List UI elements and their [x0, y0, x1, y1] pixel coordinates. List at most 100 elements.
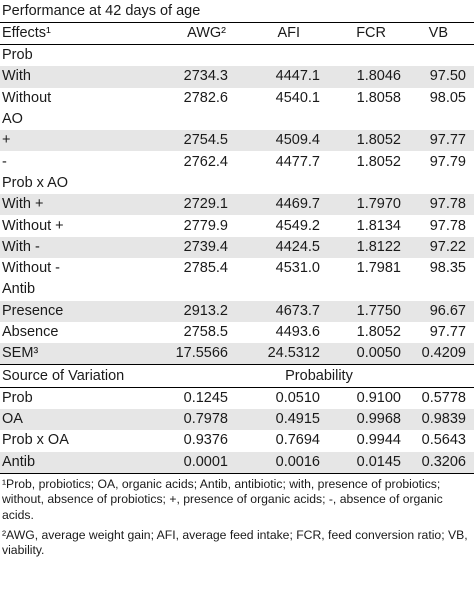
cell-value: [108, 279, 232, 300]
cell-value: 0.4209: [406, 343, 474, 366]
cell-value: [232, 279, 322, 300]
cell-value: 1.8134: [356, 217, 401, 234]
cell-value: 4424.5: [232, 236, 322, 258]
cell-value: 2785.4: [183, 260, 228, 277]
cell-value: 4509.4: [232, 130, 322, 152]
footnote-1: ¹Prob, probiotics; OA, organic acids; An…: [2, 476, 443, 522]
header-effects: Effects¹: [2, 25, 51, 41]
row-label: Without: [2, 89, 52, 106]
cell-value: [322, 109, 406, 130]
table-row: Antib: [0, 279, 474, 300]
cell-value: 2758.5: [183, 324, 228, 340]
cell-value: 1.8052: [356, 324, 401, 340]
cell-value: 2762.4: [183, 153, 228, 170]
cell-value: 2779.9: [183, 217, 228, 234]
cell-value: 97.78: [406, 194, 474, 216]
cell-value: 0.1245: [183, 389, 228, 406]
table-row: Presence 2913.2 4673.7 1.7750 96.67: [0, 300, 474, 322]
cell-value: 1.7981: [356, 260, 401, 277]
cell-value: 2739.4: [108, 236, 232, 258]
header-awg: AWG²: [187, 25, 226, 41]
cell-value: [108, 45, 232, 67]
cell-value: 2729.1: [108, 194, 232, 216]
cell-value: [322, 279, 406, 300]
cell-value: 97.77: [406, 130, 474, 152]
cell-value: 1.8052: [356, 153, 401, 170]
cell-value: 0.7978: [108, 409, 232, 431]
cell-value: 2782.6: [183, 89, 228, 106]
cell-value: 4477.7: [275, 153, 320, 170]
cell-value: 4447.1: [232, 66, 322, 88]
cell-value: [322, 45, 406, 67]
cell-value: 0.7694: [275, 432, 320, 449]
source-header-spacer: [406, 364, 474, 388]
cell-value: [406, 109, 474, 130]
cell-value: 97.78: [429, 217, 466, 234]
cell-value: [406, 279, 474, 300]
cell-value: 1.7970: [322, 194, 406, 216]
cell-value: 0.0016: [232, 451, 322, 474]
row-label: With -: [0, 236, 108, 258]
table-row: Prob x OA 0.9376 0.7694 0.9944 0.5643: [0, 430, 474, 451]
cell-value: [406, 173, 474, 194]
cell-value: [232, 45, 322, 67]
probability-label: Probability: [232, 364, 406, 388]
main-body: Prob With 2734.3 4447.1 1.8046 97.50 Without 27…: [0, 45, 474, 366]
source-of-variation-label: Source of Variation: [0, 364, 232, 388]
cell-value: 4493.6: [275, 324, 320, 340]
cell-value: [108, 173, 232, 194]
table-row: - 2762.4 4477.7 1.8052 97.79: [0, 151, 474, 172]
row-label: Prob x AO: [2, 174, 69, 191]
cell-value: 0.3206: [406, 451, 474, 474]
cell-value: 0.9944: [356, 432, 401, 449]
source-header-row: Source of Variation Probability: [0, 364, 474, 388]
table-row: +2754.5 4509.4 1.8052 97.77: [0, 130, 474, 152]
row-label: Without -: [2, 260, 61, 277]
row-label: Absence: [2, 324, 59, 340]
cell-value: 4531.0: [275, 260, 320, 277]
cell-value: 97.50: [406, 66, 474, 88]
row-label: Prob x OA: [2, 432, 69, 449]
row-label: With +: [0, 194, 108, 216]
probability-body: Prob 0.1245 0.0510 0.9100 0.5778 OA 0.7978 0.49…: [0, 387, 474, 474]
cell-value: 4469.7: [232, 194, 322, 216]
cell-value: 1.8122: [322, 236, 406, 258]
row-label: Prob: [2, 389, 33, 406]
cell-value: [108, 109, 232, 130]
header-fcr: FCR: [356, 25, 386, 41]
cell-value: 4673.7: [232, 300, 322, 322]
table-row: Absence 2758.5 4493.6 1.8052 97.77: [0, 322, 474, 343]
header-afi: AFI: [277, 25, 300, 41]
table-row: With 2734.3 4447.1 1.8046 97.50: [0, 66, 474, 88]
cell-value: 96.67: [406, 300, 474, 322]
cell-value: 0.5778: [421, 389, 466, 406]
cell-value: 0.9376: [183, 432, 228, 449]
row-label: +: [0, 130, 108, 152]
table-row: Without 2782.6 4540.1 1.8058 98.05: [0, 88, 474, 109]
cell-value: 2913.2: [108, 300, 232, 322]
cell-value: 98.05: [429, 89, 466, 106]
table-row: AO: [0, 109, 474, 130]
cell-value: 0.9100: [356, 389, 401, 406]
cell-value: 98.35: [429, 260, 466, 277]
cell-value: 2734.3: [108, 66, 232, 88]
cell-value: 1.8046: [322, 66, 406, 88]
cell-value: 4549.2: [275, 217, 320, 234]
table-row: With +2729.1 4469.7 1.7970 97.78: [0, 194, 474, 216]
table-row: With -2739.4 4424.5 1.8122 97.22: [0, 236, 474, 258]
table-row: Prob x AO: [0, 173, 474, 194]
table-row: Without - 2785.4 4531.0 1.7981 98.35: [0, 258, 474, 279]
row-label: Antib: [2, 281, 36, 298]
table-row: SEM³ 17.5566 24.5312 0.0050 0.4209: [0, 343, 474, 366]
row-label: With: [0, 66, 108, 88]
header-vb: VB: [428, 25, 448, 41]
cell-value: 2754.5: [108, 130, 232, 152]
row-label: OA: [0, 409, 108, 431]
cell-value: 0.5643: [421, 432, 466, 449]
row-label: -: [2, 153, 7, 170]
cell-value: 97.79: [429, 153, 466, 170]
cell-value: 0.9839: [406, 409, 474, 431]
row-label: Prob: [2, 47, 33, 64]
cell-value: 0.0145: [322, 451, 406, 474]
cell-value: 97.77: [429, 324, 466, 340]
